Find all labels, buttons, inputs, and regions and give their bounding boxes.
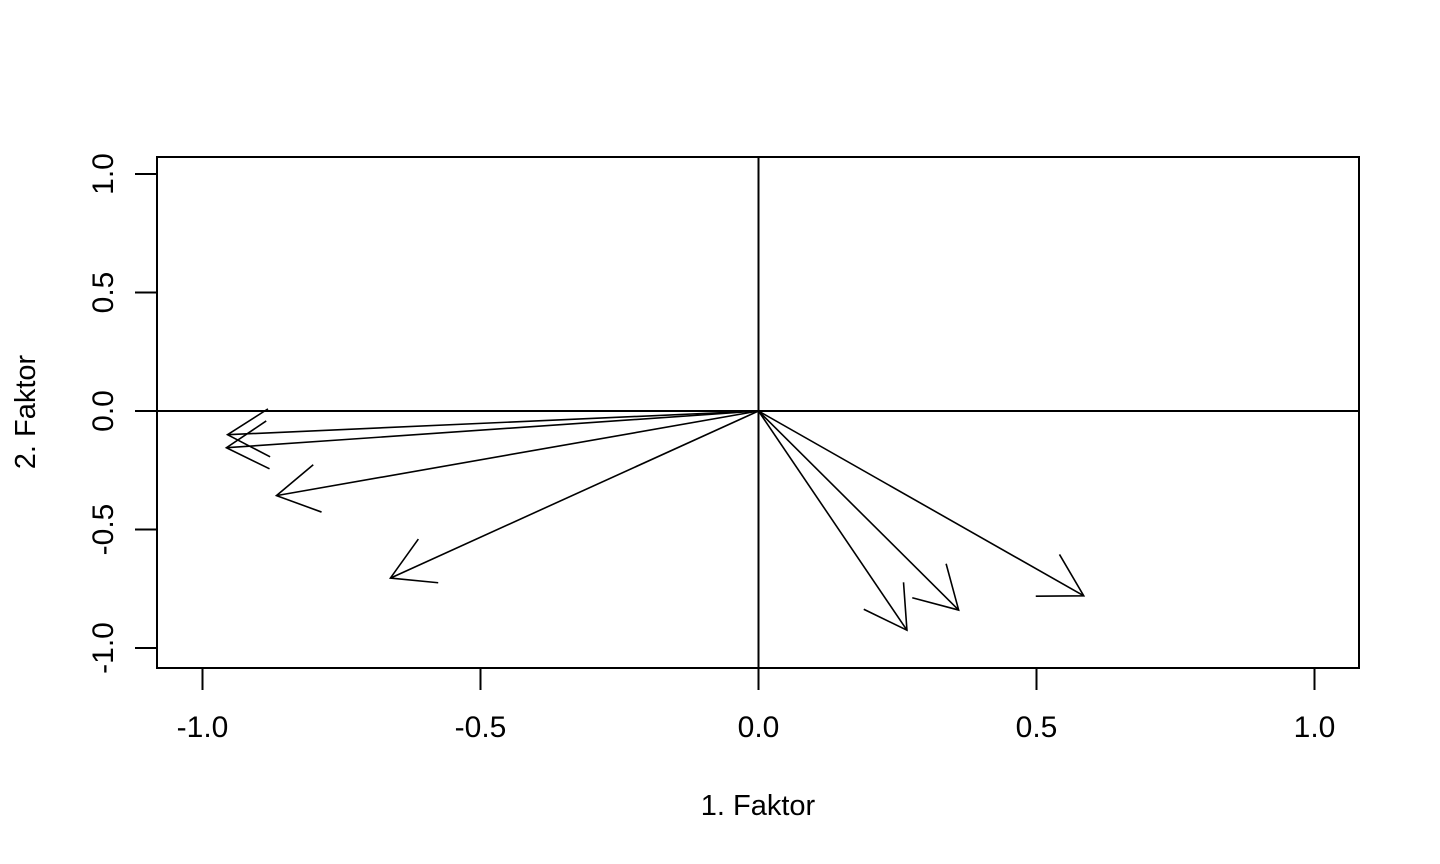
vector-shaft — [227, 410, 759, 436]
x-tick-label: 0.0 — [738, 711, 780, 744]
y-tick-label: -1.0 — [87, 622, 120, 674]
x-tick-label: 0.5 — [1016, 711, 1058, 744]
vector-arrowhead — [225, 408, 271, 458]
loading-vector — [225, 408, 759, 458]
x-tick-label: 1.0 — [1294, 711, 1336, 744]
loading-vector — [388, 410, 759, 584]
x-axis: -1.0 -0.5 0.0 0.5 1.0 — [177, 667, 1336, 744]
x-tick-label: -0.5 — [455, 711, 507, 744]
y-tick-label: -0.5 — [87, 504, 120, 556]
vector-arrowhead — [388, 538, 439, 584]
loading-vector — [757, 410, 960, 612]
vector-arrowhead — [224, 420, 270, 470]
vector-shaft — [276, 410, 759, 497]
y-axis-title: 2. Faktor — [10, 354, 42, 469]
loading-vector — [224, 410, 759, 470]
reference-lines — [157, 157, 1359, 668]
loading-vector — [274, 410, 759, 513]
x-tick-label: -1.0 — [177, 711, 229, 744]
vector-shaft — [390, 410, 759, 579]
y-tick-label: 1.0 — [87, 153, 120, 195]
vector-shaft — [226, 410, 759, 449]
y-tick-label: 0.5 — [87, 272, 120, 314]
vector-shaft — [758, 410, 1085, 597]
vector-arrowhead — [863, 582, 908, 632]
loading-vector — [757, 410, 908, 632]
loading-vectors — [224, 408, 1086, 632]
vector-shaft — [757, 410, 908, 631]
y-tick-label: 0.0 — [87, 390, 120, 432]
vector-arrowhead — [274, 464, 322, 513]
vector-arrowhead — [1035, 554, 1086, 597]
y-axis: -1.0 -0.5 0.0 0.5 1.0 — [87, 153, 158, 674]
vector-shaft — [757, 410, 960, 611]
loading-vector — [758, 410, 1086, 597]
x-axis-title: 1. Faktor — [701, 790, 816, 822]
vector-arrowhead — [912, 563, 960, 612]
